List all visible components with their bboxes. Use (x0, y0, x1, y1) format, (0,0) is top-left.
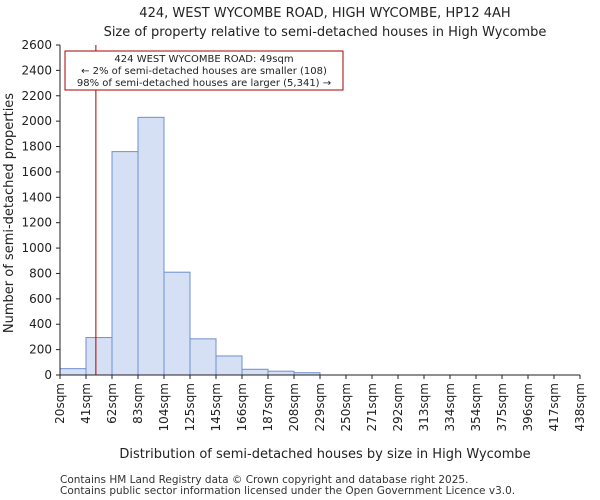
bars-group (59, 116, 321, 376)
bar-166sqm (241, 368, 269, 376)
y-tick-label: 600 (29, 292, 52, 306)
y-tick-label: 0 (44, 368, 52, 382)
x-tick-label: 187sqm (261, 383, 275, 431)
x-tick-label: 104sqm (157, 383, 171, 431)
x-tick-label: 41sqm (79, 383, 93, 424)
y-axis-label: Number of semi-detached properties (2, 93, 17, 333)
bar-104sqm (163, 271, 191, 376)
bar-20sqm (59, 368, 87, 376)
y-tick-label: 2600 (21, 38, 52, 52)
y-tick-label: 2200 (21, 89, 52, 103)
y-tick-label: 1000 (21, 241, 52, 255)
chart-subtitle: Size of property relative to semi-detach… (104, 25, 547, 40)
bar-187sqm (267, 370, 295, 376)
y-tick-label: 2400 (21, 63, 52, 77)
x-tick-label: 145sqm (209, 383, 223, 431)
x-tick-label: 62sqm (105, 383, 119, 424)
bar-41sqm (85, 337, 113, 376)
y-tick-label: 400 (29, 317, 52, 331)
x-axis: 20sqm 41sqm 62sqm 83sqm 104sqm 125sqm 145sqm 16… (53, 374, 587, 431)
annotation-line-1: 424 WEST WYCOMBE ROAD: 49sqm (114, 54, 293, 65)
x-tick-label: 271sqm (365, 383, 379, 431)
x-tick-label: 396sqm (521, 383, 535, 431)
annotation-line-2: ← 2% of semi-detached houses are smaller… (81, 66, 327, 77)
bar-145sqm (215, 355, 243, 376)
annotation-line-3: 98% of semi-detached houses are larger (… (77, 78, 331, 89)
y-tick-label: 1400 (21, 190, 52, 204)
y-tick-label: 200 (29, 343, 52, 357)
x-tick-label: 438sqm (573, 383, 587, 431)
x-tick-label: 125sqm (183, 383, 197, 431)
y-tick-label: 1800 (21, 140, 52, 154)
y-axis: 0 200 400 600 800 1000 1200 1400 1600 1800 2000 220… (21, 38, 61, 382)
x-tick-label: 313sqm (417, 383, 431, 431)
bar-62sqm (111, 151, 139, 376)
x-tick-label: 354sqm (469, 383, 483, 431)
y-tick-label: 1200 (21, 216, 52, 230)
y-tick-label: 800 (29, 266, 52, 280)
x-tick-label: 417sqm (547, 383, 561, 431)
bar-83sqm (137, 116, 165, 376)
x-tick-label: 250sqm (339, 383, 353, 431)
x-tick-label: 292sqm (391, 383, 405, 431)
x-axis-label: Distribution of semi-detached houses by … (119, 447, 530, 462)
chart-title: 424, WEST WYCOMBE ROAD, HIGH WYCOMBE, HP… (139, 6, 510, 21)
x-tick-label: 166sqm (235, 383, 249, 431)
bar-125sqm (189, 338, 217, 376)
x-tick-label: 20sqm (53, 383, 67, 424)
footer-line-1: Contains HM Land Registry data © Crown c… (60, 474, 468, 486)
y-tick-label: 1600 (21, 165, 52, 179)
y-tick-label: 2000 (21, 114, 52, 128)
footer-line-2: Contains public sector information licen… (60, 485, 515, 497)
x-tick-label: 334sqm (443, 383, 457, 431)
x-tick-label: 375sqm (495, 383, 509, 431)
x-tick-label: 83sqm (131, 383, 145, 424)
x-tick-label: 229sqm (313, 383, 327, 431)
annotation-box (64, 50, 344, 91)
x-tick-label: 208sqm (287, 383, 301, 431)
